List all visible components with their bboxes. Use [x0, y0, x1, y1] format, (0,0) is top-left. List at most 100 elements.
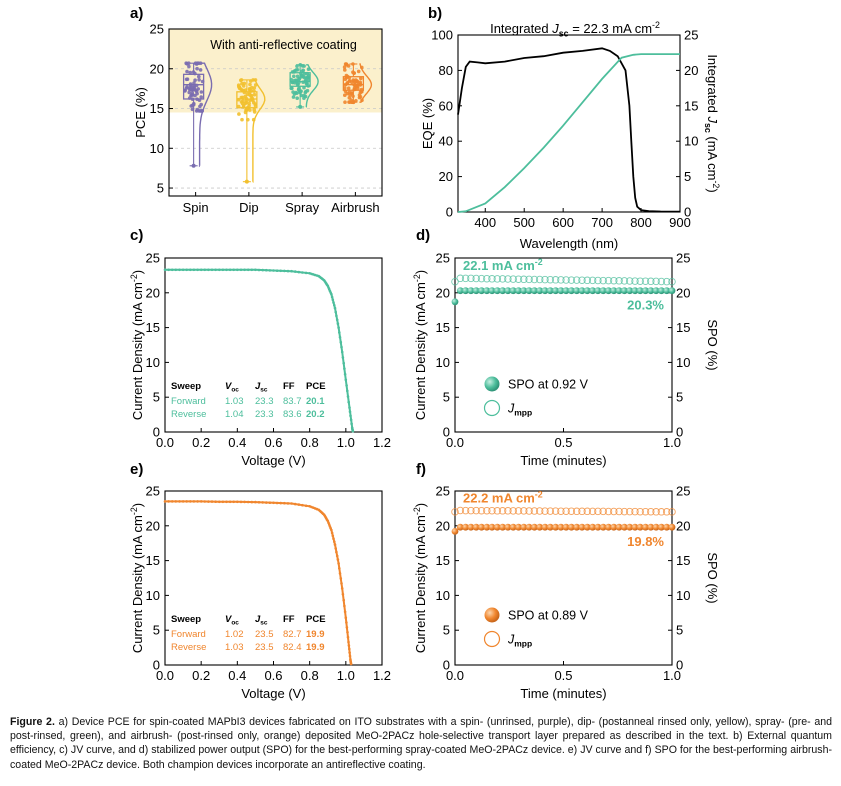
spo-point — [568, 523, 575, 531]
spo-point — [631, 287, 639, 295]
jv-point — [268, 269, 272, 272]
spo-point — [520, 287, 528, 295]
jv-point — [268, 501, 272, 505]
spo-point — [647, 523, 655, 531]
x-tick-label: 0.0 — [446, 668, 464, 683]
spo-point — [573, 523, 581, 531]
data-point — [194, 89, 199, 94]
jv-point — [334, 310, 338, 314]
y-tick-label: 0 — [443, 425, 450, 440]
data-point — [299, 93, 304, 98]
panel-letter: a) — [130, 5, 143, 22]
spo-point — [631, 523, 639, 531]
jmpp-point — [551, 507, 560, 515]
jv-point — [337, 562, 340, 565]
jv-point — [192, 500, 196, 503]
jmpp-point — [615, 277, 623, 285]
jv-point — [347, 640, 350, 644]
jv-point — [178, 268, 181, 272]
data-point — [185, 85, 189, 89]
table-header: Voc — [225, 614, 239, 626]
spo-point — [478, 523, 485, 531]
table-cell: 1.03 — [225, 396, 244, 407]
data-point — [298, 89, 302, 93]
data-point — [189, 104, 193, 108]
spo-point — [589, 523, 596, 531]
spo-point — [562, 287, 570, 295]
jmpp-point — [520, 275, 528, 284]
x-tick-label: 0.8 — [301, 435, 319, 450]
spo-point — [573, 287, 581, 295]
jv-point — [348, 406, 351, 409]
spo-point — [462, 287, 469, 295]
data-point — [295, 68, 300, 72]
jmpp-point — [504, 507, 512, 515]
x-tick-label: 1.2 — [373, 668, 391, 683]
data-point — [190, 107, 195, 112]
integrated-jsc-line — [457, 53, 680, 213]
data-point — [348, 93, 352, 97]
table-cell: 1.03 — [225, 642, 244, 653]
y-tick-label: 25 — [146, 251, 160, 266]
jv-point — [275, 269, 279, 273]
legend-label: SPO at 0.89 V — [508, 609, 589, 623]
spo-point — [583, 523, 591, 531]
jmpp-point — [472, 506, 480, 515]
jv-point — [167, 500, 170, 503]
data-point — [190, 88, 194, 92]
spo-point — [504, 523, 512, 531]
x-tick-label: 0.8 — [301, 668, 319, 683]
jmpp-point — [641, 277, 650, 285]
data-point — [292, 69, 297, 73]
jmpp-point — [641, 507, 650, 516]
spo-point — [647, 287, 655, 295]
jv-point — [338, 336, 342, 339]
jmpp-point — [668, 508, 676, 516]
table-cell: Reverse — [171, 409, 206, 420]
x-tick-label: 0.0 — [156, 668, 174, 683]
table-header: FF — [283, 381, 295, 392]
data-point — [193, 61, 198, 65]
data-point — [239, 95, 244, 100]
table-header: Sweep — [171, 381, 201, 392]
jv-point — [232, 500, 235, 504]
spo-point — [557, 523, 565, 531]
data-point — [293, 81, 297, 85]
table-header: Sweep — [171, 614, 201, 625]
jmpp-point — [493, 507, 502, 515]
jv-point — [350, 422, 353, 426]
jv-point — [221, 268, 225, 272]
panel-letter: b) — [428, 5, 442, 22]
jmpp-point — [610, 276, 618, 285]
data-point — [192, 101, 196, 106]
table-header: PCE — [306, 381, 326, 392]
data-point — [356, 86, 360, 90]
category-spin: Spin — [183, 61, 213, 215]
x-axis-label: Voltage (V) — [241, 686, 305, 701]
jv-point — [192, 268, 196, 272]
jv-point — [163, 268, 167, 272]
jv-point — [331, 534, 335, 538]
data-point — [196, 87, 200, 91]
jmpp-point — [620, 507, 629, 516]
data-point — [343, 62, 348, 66]
spo-point — [578, 287, 586, 295]
jv-point — [236, 268, 239, 272]
jv-point — [348, 410, 352, 414]
spo-point — [557, 287, 565, 295]
jv-point — [343, 372, 347, 376]
table-cell: Forward — [171, 629, 206, 640]
y-tick-label: 5 — [443, 623, 450, 638]
data-point — [200, 79, 205, 84]
jmpp-point — [472, 274, 480, 283]
jv-point — [336, 322, 340, 326]
spo-point — [621, 523, 628, 531]
data-point — [343, 89, 348, 94]
data-point — [185, 77, 190, 81]
jv-point — [286, 502, 290, 505]
data-point — [247, 87, 252, 91]
jmpp-point — [647, 277, 655, 286]
data-point — [199, 95, 203, 99]
jmpp-point — [662, 277, 671, 286]
spo-point — [621, 287, 628, 295]
